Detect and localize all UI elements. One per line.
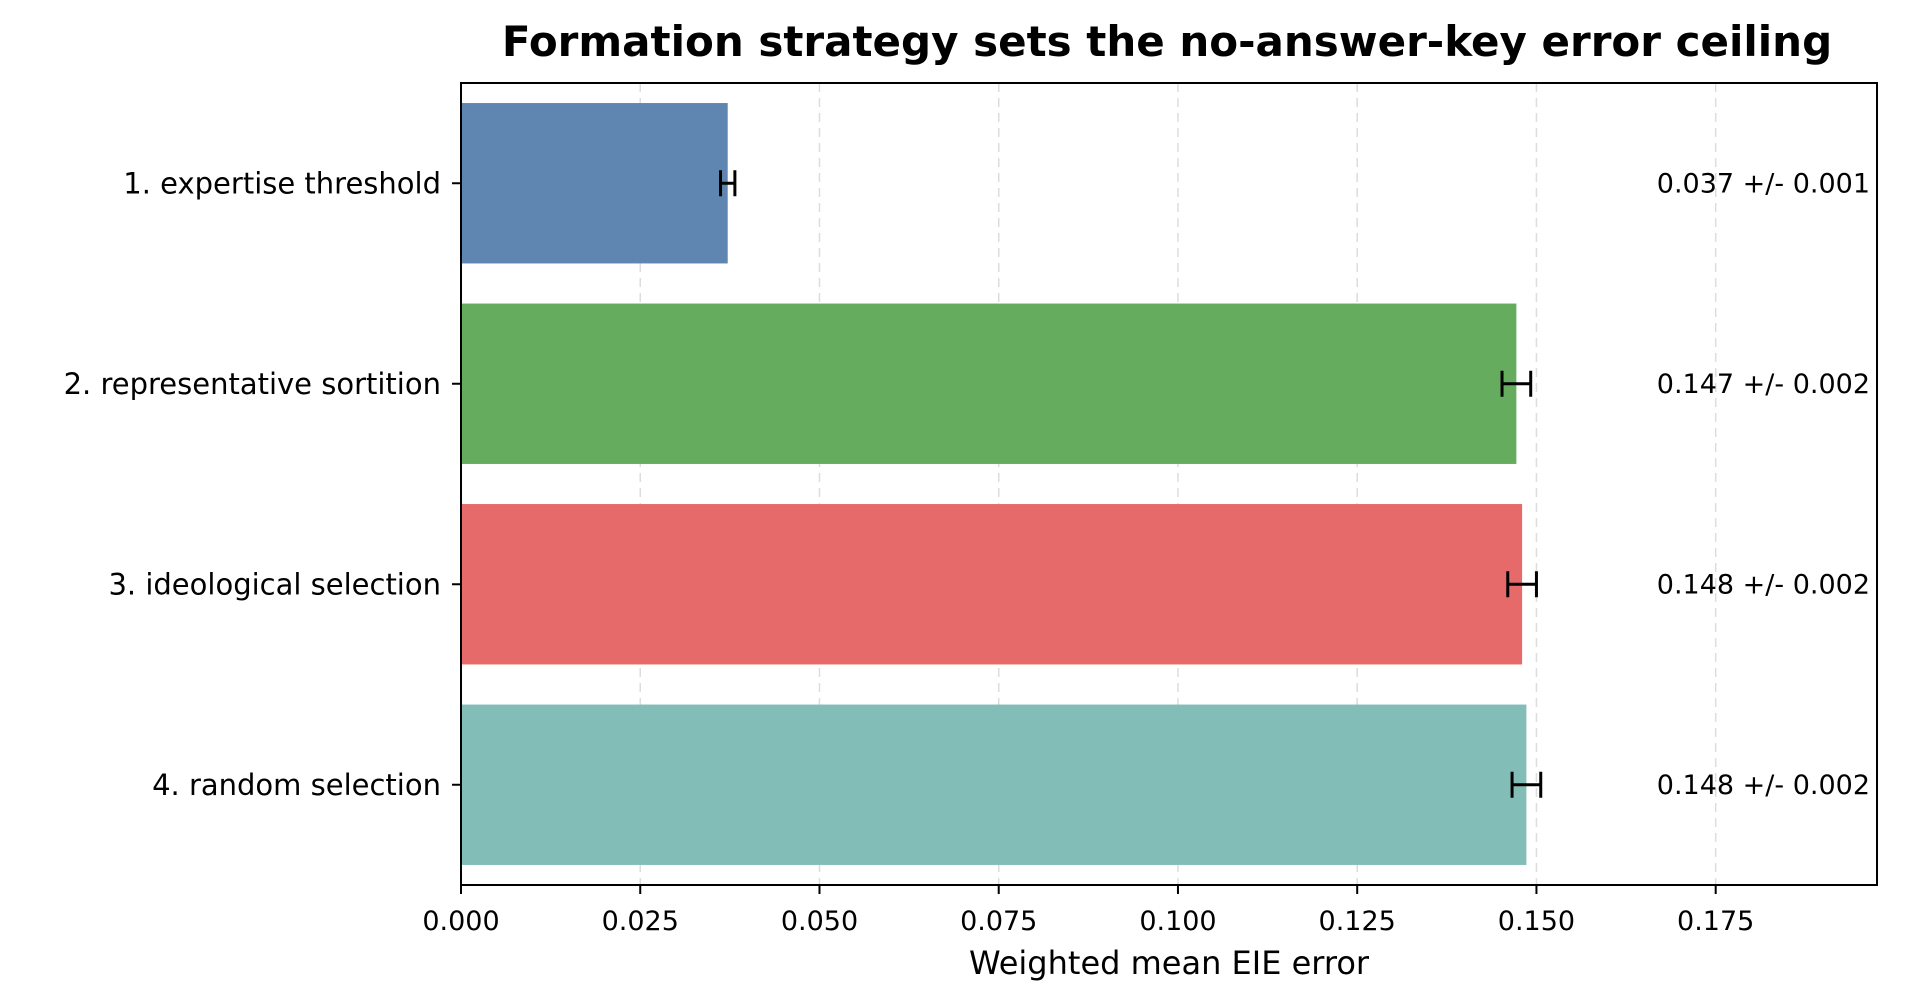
x-tick-label: 0.125 [1319,906,1396,937]
category-label: 1. expertise threshold [123,166,441,200]
value-label: 0.148 +/- 0.002 [1657,770,1870,801]
value-label: 0.037 +/- 0.001 [1657,168,1870,199]
chart-title: Formation strategy sets the no-answer-ke… [502,17,1832,66]
category-label: 4. random selection [152,768,441,802]
value-label: 0.147 +/- 0.002 [1657,369,1870,400]
x-tick-label: 0.175 [1677,906,1754,937]
x-axis-label: Weighted mean EIE error [969,944,1370,982]
x-tick-label: 0.000 [422,906,499,937]
bars [461,103,1527,865]
x-axis-ticks: 0.000 0.025 0.050 0.075 0.100 0.125 0.150 0.175 [422,885,1754,937]
category-label: 3. ideological selection [108,567,441,601]
x-tick-label: 0.050 [781,906,858,937]
bar [461,704,1527,865]
error-bars [719,170,1543,798]
x-tick-label: 0.075 [960,906,1037,937]
bar [461,504,1523,665]
x-tick-label: 0.100 [1139,906,1216,937]
y-axis-ticks: 1. expertise threshold 2. representative … [64,166,461,802]
plot-frame [460,82,1878,886]
x-tick-label: 0.150 [1498,906,1575,937]
category-label: 2. representative sortition [64,367,441,401]
value-label: 0.148 +/- 0.002 [1657,569,1870,600]
bar [461,303,1517,464]
bar [461,103,728,264]
x-tick-label: 0.025 [602,906,679,937]
value-labels: 0.037 +/- 0.001 0.147 +/- 0.002 0.148 +/- … [1657,168,1870,801]
